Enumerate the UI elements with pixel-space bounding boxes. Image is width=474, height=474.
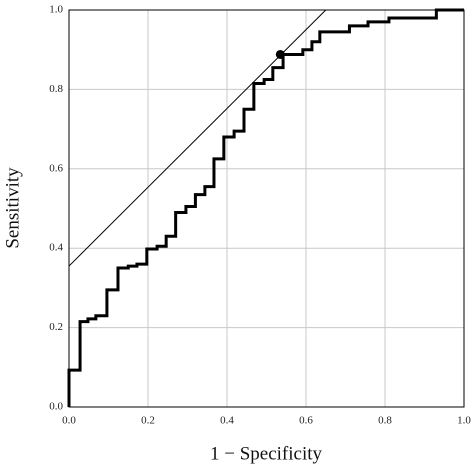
reference-line: [68, 9, 327, 267]
x-tick-label: 0.0: [62, 415, 76, 427]
x-axis-title: 1 − Specificity: [210, 443, 323, 464]
x-tick-label: 0.6: [299, 415, 313, 427]
y-tick-label: 0.2: [49, 321, 63, 333]
y-tick-label: 1.0: [49, 4, 63, 16]
x-tick-label: 0.8: [378, 415, 392, 427]
y-axis-title: Sensitivity: [2, 167, 23, 249]
x-tick-label: 0.4: [220, 415, 234, 427]
x-tick-label: 1.0: [457, 415, 471, 427]
y-tick-label: 0.4: [49, 242, 63, 254]
y-tick-label: 0.0: [49, 401, 63, 413]
roc-curve: [67, 8, 464, 407]
y-tick-label: 0.6: [49, 162, 63, 174]
x-tick-label: 0.2: [141, 415, 155, 427]
y-tick-label: 0.8: [49, 83, 63, 95]
plot-frame: [68, 9, 465, 408]
cutoff-point: [275, 49, 285, 59]
